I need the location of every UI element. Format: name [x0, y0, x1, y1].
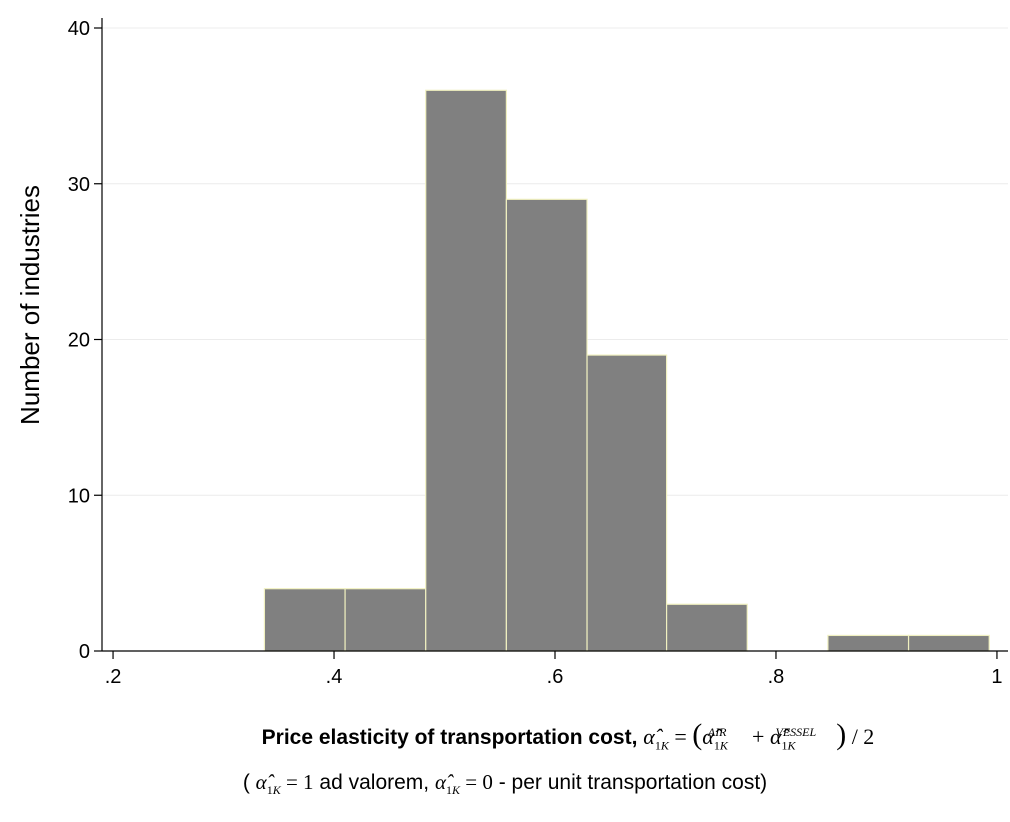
bar-7	[827, 634, 910, 652]
note-formula-per-unit: α̂1K = 0	[434, 770, 493, 798]
axes: 0 10 20 30 40 .2 .4 .6 .8 1	[68, 18, 1008, 688]
x-axis-label: Price elasticity of transportation cost,…	[0, 718, 1010, 753]
note-open-paren: (	[242, 771, 250, 794]
x-tick-label-4: 1	[991, 666, 1002, 688]
x-tick-label-0: .2	[105, 666, 122, 688]
bar-5	[665, 603, 748, 652]
bar-1	[344, 588, 427, 652]
note-text-per-unit: - per unit transportation cost)	[498, 771, 768, 794]
note-formula-ad-valorem: α̂1K = 1	[255, 770, 314, 798]
y-tick-label-40: 40	[68, 18, 90, 40]
bar-8	[907, 634, 990, 652]
x-tick-label-3: .8	[768, 666, 785, 688]
bar-2	[425, 89, 507, 652]
y-tick-label-0: 0	[79, 641, 90, 663]
note-text-ad-valorem: ad valorem,	[319, 771, 430, 794]
x-axis-label-text: Price elasticity of transportation cost,	[261, 726, 638, 749]
x-tick-label-1: .4	[326, 666, 343, 688]
x-axis-note: ( α̂1K = 1 ad valorem, α̂1K = 0 - per un…	[0, 770, 1010, 798]
bar-0	[263, 588, 346, 652]
x-axis-label-formula: α̂1K = (α̂1KAIR + α̂1KVESSEL) / 2	[643, 718, 875, 753]
x-tick-label-2: .6	[547, 666, 564, 688]
bar-4	[586, 354, 668, 652]
y-tick-label-10: 10	[68, 485, 90, 507]
bar-3	[505, 198, 588, 652]
y-axis-label: Number of industries	[15, 185, 45, 425]
y-tick-label-20: 20	[68, 330, 90, 352]
bars	[263, 89, 990, 652]
y-tick-label-30: 30	[68, 174, 90, 196]
